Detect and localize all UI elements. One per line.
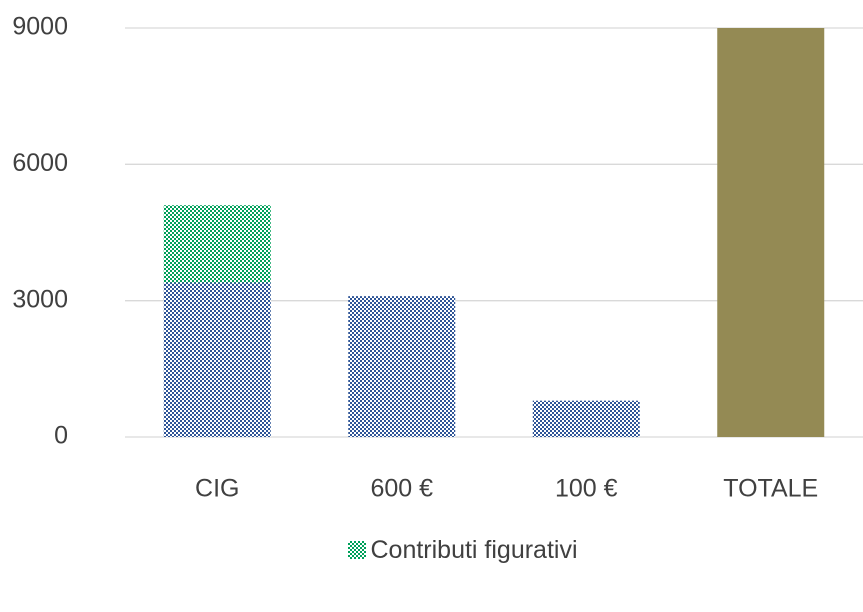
y-tick-label: 0: [54, 422, 68, 450]
legend-label: Contributi figurativi: [370, 536, 578, 564]
x-tick-label: 600 €: [370, 475, 433, 503]
legend: Contributi figurativi: [343, 532, 583, 568]
bar-segment: [717, 28, 825, 437]
legend-swatch: [348, 541, 367, 559]
bar-segment: [532, 400, 640, 437]
bar-segment: [163, 205, 271, 283]
y-tick-label: 6000: [12, 149, 68, 177]
x-tick-label: 100 €: [555, 475, 618, 503]
bar-segment: [163, 282, 271, 437]
bar-segment: [348, 296, 456, 437]
x-tick-label: TOTALE: [723, 475, 818, 503]
x-tick-label: CIG: [195, 475, 239, 503]
y-tick-label: 9000: [12, 13, 68, 41]
y-tick-label: 3000: [12, 285, 68, 313]
